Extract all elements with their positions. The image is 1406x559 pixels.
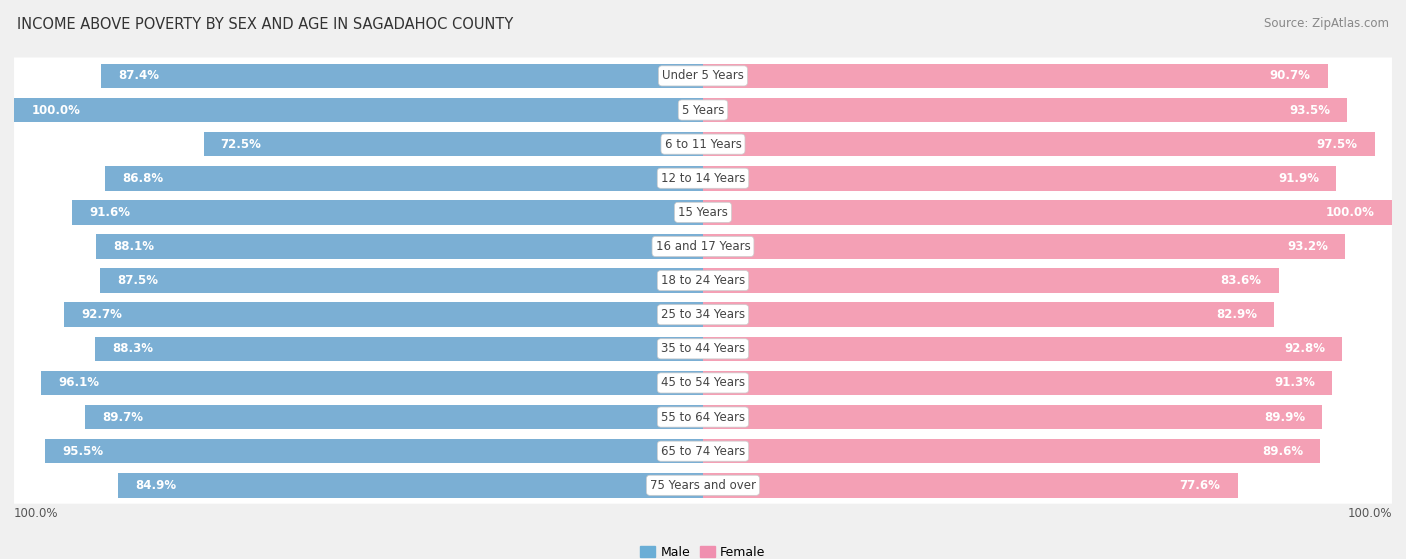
Text: 18 to 24 Years: 18 to 24 Years — [661, 274, 745, 287]
Text: 65 to 74 Years: 65 to 74 Years — [661, 444, 745, 458]
Text: 75 Years and over: 75 Years and over — [650, 479, 756, 492]
Text: 82.9%: 82.9% — [1216, 308, 1257, 321]
Bar — [94, 337, 703, 361]
FancyBboxPatch shape — [14, 364, 1392, 401]
Text: 89.6%: 89.6% — [1263, 444, 1303, 458]
Text: 89.9%: 89.9% — [1264, 410, 1305, 424]
Text: 45 to 54 Years: 45 to 54 Years — [661, 376, 745, 390]
Bar — [96, 234, 703, 259]
Bar — [703, 473, 1237, 498]
Bar — [84, 405, 703, 429]
Bar — [105, 166, 703, 191]
Text: 86.8%: 86.8% — [122, 172, 163, 184]
FancyBboxPatch shape — [14, 228, 1392, 265]
Bar — [45, 439, 703, 463]
Bar — [703, 132, 1375, 157]
Bar — [118, 473, 703, 498]
FancyBboxPatch shape — [14, 126, 1392, 163]
Text: 93.2%: 93.2% — [1286, 240, 1327, 253]
Text: 87.4%: 87.4% — [118, 69, 159, 82]
Bar — [204, 132, 703, 157]
Bar — [703, 268, 1279, 293]
Text: 16 and 17 Years: 16 and 17 Years — [655, 240, 751, 253]
Text: 89.7%: 89.7% — [103, 410, 143, 424]
Bar — [703, 166, 1336, 191]
Bar — [703, 200, 1392, 225]
Bar — [41, 371, 703, 395]
Bar — [703, 64, 1327, 88]
Bar — [703, 98, 1347, 122]
Bar — [703, 371, 1331, 395]
Text: 90.7%: 90.7% — [1270, 69, 1310, 82]
Text: 35 to 44 Years: 35 to 44 Years — [661, 342, 745, 356]
Text: 100.0%: 100.0% — [31, 103, 80, 116]
FancyBboxPatch shape — [14, 92, 1392, 129]
FancyBboxPatch shape — [14, 296, 1392, 333]
Text: 100.0%: 100.0% — [14, 507, 59, 520]
Text: 12 to 14 Years: 12 to 14 Years — [661, 172, 745, 184]
Bar — [101, 64, 703, 88]
Text: 91.6%: 91.6% — [89, 206, 131, 219]
FancyBboxPatch shape — [14, 330, 1392, 367]
Text: 92.8%: 92.8% — [1284, 342, 1324, 356]
Text: 97.5%: 97.5% — [1316, 138, 1358, 150]
FancyBboxPatch shape — [14, 58, 1392, 94]
Bar — [72, 200, 703, 225]
Text: 15 Years: 15 Years — [678, 206, 728, 219]
Text: Source: ZipAtlas.com: Source: ZipAtlas.com — [1264, 17, 1389, 30]
Legend: Male, Female: Male, Female — [636, 541, 770, 559]
Text: 77.6%: 77.6% — [1180, 479, 1220, 492]
Text: 25 to 34 Years: 25 to 34 Years — [661, 308, 745, 321]
FancyBboxPatch shape — [14, 467, 1392, 504]
Text: 91.3%: 91.3% — [1274, 376, 1315, 390]
Text: 5 Years: 5 Years — [682, 103, 724, 116]
Bar — [703, 337, 1343, 361]
Text: 92.7%: 92.7% — [82, 308, 122, 321]
Bar — [703, 302, 1274, 327]
Bar — [14, 98, 703, 122]
FancyBboxPatch shape — [14, 433, 1392, 470]
Text: 83.6%: 83.6% — [1220, 274, 1261, 287]
Text: INCOME ABOVE POVERTY BY SEX AND AGE IN SAGADAHOC COUNTY: INCOME ABOVE POVERTY BY SEX AND AGE IN S… — [17, 17, 513, 32]
FancyBboxPatch shape — [14, 262, 1392, 299]
Text: 93.5%: 93.5% — [1289, 103, 1330, 116]
Bar — [65, 302, 703, 327]
Text: 72.5%: 72.5% — [221, 138, 262, 150]
Text: 6 to 11 Years: 6 to 11 Years — [665, 138, 741, 150]
Text: 87.5%: 87.5% — [117, 274, 159, 287]
Bar — [703, 234, 1346, 259]
Bar — [703, 439, 1320, 463]
Bar — [703, 405, 1323, 429]
Text: 100.0%: 100.0% — [1347, 507, 1392, 520]
Text: 96.1%: 96.1% — [58, 376, 100, 390]
Text: 88.3%: 88.3% — [112, 342, 153, 356]
FancyBboxPatch shape — [14, 160, 1392, 197]
Text: 95.5%: 95.5% — [62, 444, 104, 458]
Text: 84.9%: 84.9% — [135, 479, 176, 492]
Text: 88.1%: 88.1% — [114, 240, 155, 253]
FancyBboxPatch shape — [14, 399, 1392, 435]
Text: 100.0%: 100.0% — [1326, 206, 1375, 219]
Bar — [100, 268, 703, 293]
Text: 91.9%: 91.9% — [1278, 172, 1319, 184]
Text: Under 5 Years: Under 5 Years — [662, 69, 744, 82]
Text: 55 to 64 Years: 55 to 64 Years — [661, 410, 745, 424]
FancyBboxPatch shape — [14, 194, 1392, 231]
